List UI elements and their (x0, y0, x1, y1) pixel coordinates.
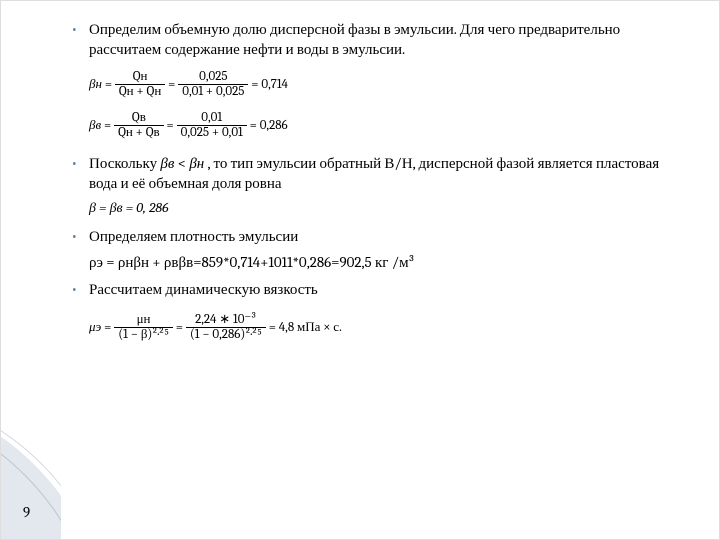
formula-mu: μэ = μн(1 − β)²·²⁵ = 2,24 ∗ 10⁻³(1 − 0,2… (89, 313, 679, 343)
bullet-emulsion-type: Поскольку βв < βн , то тип эмульсии обра… (71, 153, 679, 194)
bullet-define-volume-fraction: Определим объемную долю дисперсной фазы … (71, 19, 679, 60)
formula-beta-v: βв = QвQн + Qв = 0,010,025 + 0,01 = 0,28… (89, 111, 679, 141)
bullet-viscosity: Рассчитаем динамическую вязкость (71, 279, 679, 299)
page-number: 9 (23, 503, 30, 521)
bullet-text-1: Определим объемную долю дисперсной фазы … (89, 20, 620, 58)
bullet-density: Определяем плотность эмульсии (71, 226, 679, 246)
formula-rho: ρэ = ρнβн + ρвβв=859*0,714+1011*0,286=90… (89, 252, 679, 272)
formula-beta-final: β = βв = 0, 286 (89, 199, 679, 218)
formula-beta-n: βн = QнQн + Qн = 0,0250,01 + 0,025 = 0,7… (89, 70, 679, 100)
slide-content: Определим объемную долю дисперсной фазы … (1, 1, 719, 342)
